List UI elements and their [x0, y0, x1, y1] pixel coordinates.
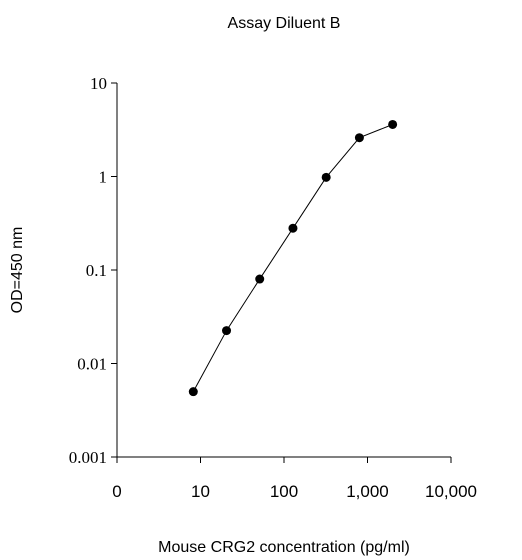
data-point: [354, 133, 364, 143]
y-axis-label: OD=450 nm: [9, 227, 26, 314]
y-tick-label: 0.1: [86, 261, 107, 280]
y-tick-label: 0.001: [69, 448, 107, 467]
x-tick-label: 10: [191, 482, 210, 501]
data-point: [288, 223, 298, 233]
plot-axes: [116, 83, 451, 458]
x-tick-label: 1,000: [346, 482, 389, 501]
y-tick-label: 0.01: [77, 355, 107, 374]
y-tick-label: 1: [99, 168, 108, 187]
data-point: [321, 172, 331, 182]
x-tick-label: 0: [112, 482, 121, 501]
data-point: [255, 274, 265, 284]
data-point: [188, 387, 198, 397]
y-tick-label: 10: [90, 74, 107, 93]
data-point: [222, 326, 232, 336]
data-point: [388, 119, 398, 129]
series-line: [192, 124, 393, 392]
x-tick-label: 100: [270, 482, 298, 501]
x-tick-label: 10,000: [425, 482, 477, 501]
chart-title: Assay Diluent B: [228, 15, 341, 32]
x-axis-label: Mouse CRG2 concentration (pg/ml): [158, 539, 410, 556]
data-series: [188, 119, 398, 397]
